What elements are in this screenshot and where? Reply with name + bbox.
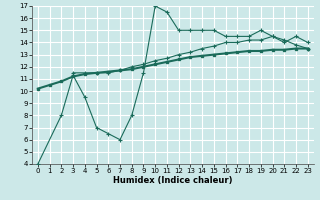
X-axis label: Humidex (Indice chaleur): Humidex (Indice chaleur)	[113, 176, 233, 185]
